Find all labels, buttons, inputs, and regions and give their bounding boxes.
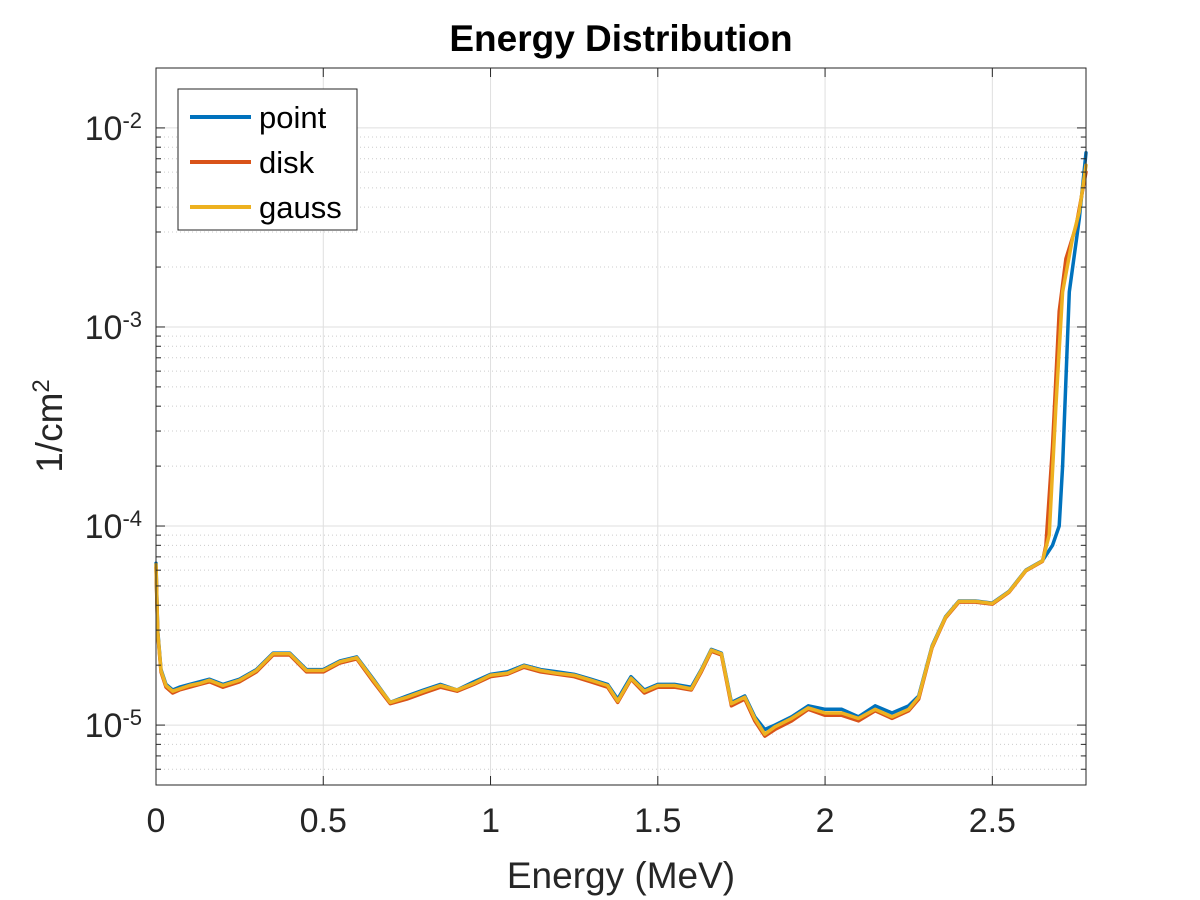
plot-frame [155, 67, 1087, 786]
x-tick-label: 0 [147, 802, 166, 840]
grid [155, 67, 1086, 785]
x-tick-label: 1.5 [634, 802, 681, 840]
series-layer [154, 151, 1088, 738]
y-axis-label-superscript: 2 [28, 379, 55, 392]
x-tick-label: 1 [481, 802, 500, 840]
y-tick-label: 10-3 [85, 306, 142, 347]
y-tick-label-base: 10 [85, 508, 123, 546]
y-tick-label: 10-5 [85, 705, 142, 746]
x-tick-label: 2 [816, 802, 835, 840]
legend-label-point: point [259, 100, 327, 135]
y-axis-label: 1/cm2 [28, 379, 71, 473]
x-tick-label: 0.5 [300, 802, 347, 840]
y-tick-label: 10-4 [85, 506, 142, 547]
x-axis-label: Energy (MeV) [507, 855, 735, 896]
x-tick-label: 2.5 [969, 802, 1016, 840]
y-tick-label: 10-2 [85, 107, 142, 148]
y-tick-label-base: 10 [85, 110, 123, 148]
y-tick-label-exponent: -4 [122, 506, 142, 531]
y-tick-label-exponent: -5 [122, 705, 142, 730]
y-tick-label-base: 10 [85, 309, 123, 347]
legend: point disk gauss [177, 88, 358, 231]
y-tick-label-base: 10 [85, 707, 123, 745]
ticks [155, 67, 1086, 785]
y-tick-label-exponent: -3 [122, 306, 142, 331]
chart-title: Energy Distribution [449, 18, 792, 59]
legend-label-disk: disk [259, 145, 315, 180]
y-axis-label-base: 1/cm [29, 393, 70, 473]
tick-labels: 10-510-410-310-20 0.5 1 1.5 2 2.5 [85, 107, 1016, 840]
series-line-gauss [154, 163, 1088, 736]
y-tick-label-exponent: -2 [122, 107, 142, 132]
legend-label-gauss: gauss [259, 190, 342, 225]
